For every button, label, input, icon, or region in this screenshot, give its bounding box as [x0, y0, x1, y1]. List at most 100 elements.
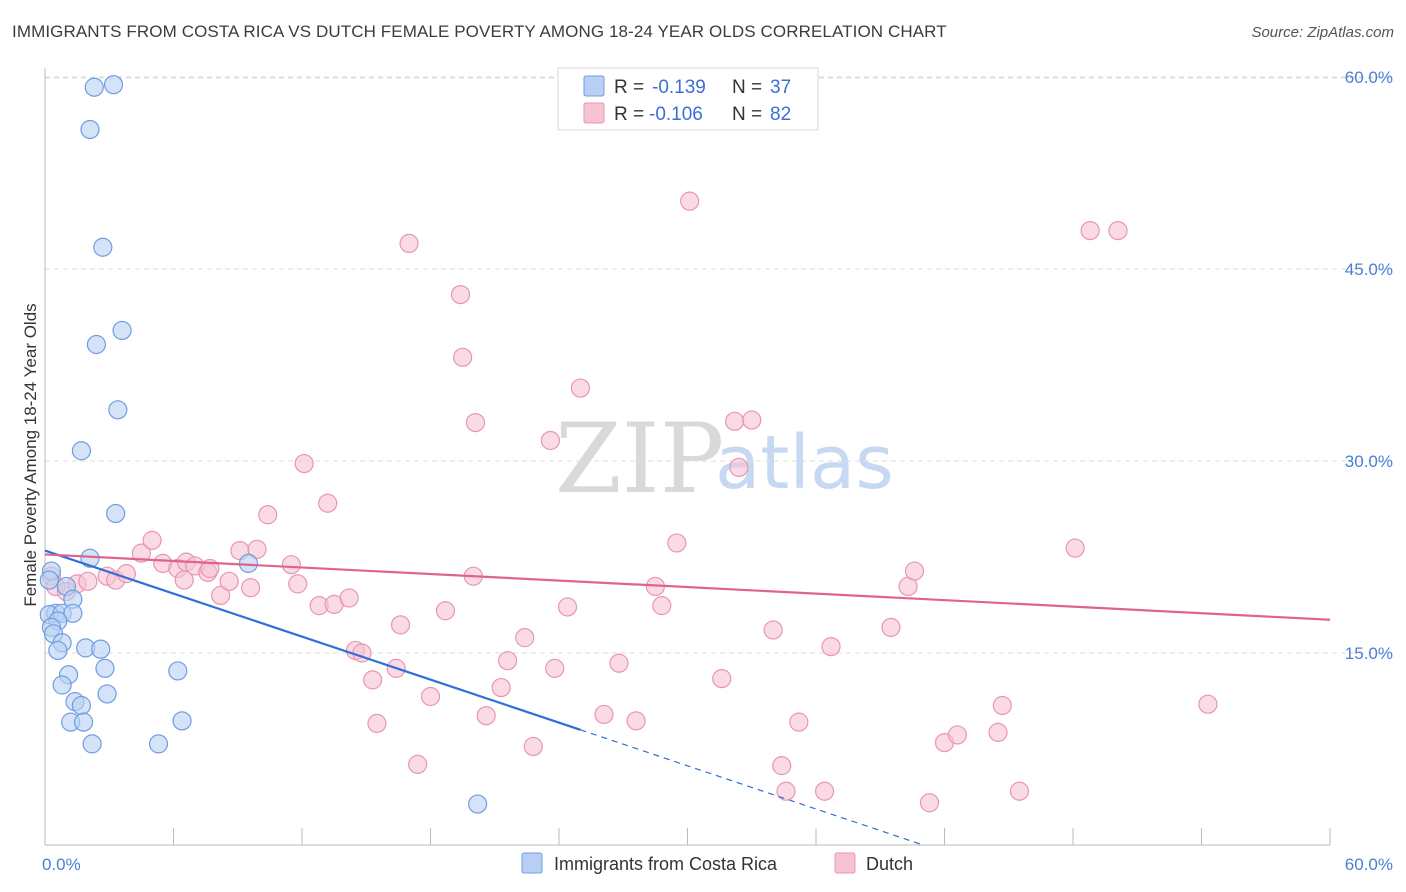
legend-r-label-costa-rica: R = [614, 77, 644, 98]
dutch-point-43 [523, 736, 543, 757]
dutch-point-52 [652, 596, 672, 616]
dutch-point-62 [789, 712, 809, 732]
dutch-point-50 [626, 711, 646, 731]
y-axis-label: Female Poverty Among 18-24 Year Olds [21, 303, 40, 606]
dutch-point-22 [288, 574, 308, 594]
legend-r-label-dutch: R = [614, 104, 644, 125]
dutch-point-25 [339, 588, 359, 608]
dutch-point-19 [241, 578, 261, 598]
legend-n-value-costa-rica: 37 [770, 77, 791, 98]
costa-rica-point-28 [168, 661, 188, 681]
legend-box: R = -0.139 N = 37 R = -0.106 N = 82 [557, 67, 819, 131]
dutch-point-9 [142, 530, 162, 550]
dutch-point-61 [776, 781, 796, 801]
costa-rica-trend-extension [580, 729, 924, 846]
costa-rica-point-18 [63, 603, 83, 623]
costa-rica-trend-line [44, 549, 581, 731]
dutch-point-37 [453, 347, 473, 367]
dutch-point-75 [1080, 221, 1100, 241]
dutch-point-71 [992, 695, 1012, 716]
costa-rica-point-30 [97, 684, 117, 704]
legend-n-label-dutch: N = [732, 104, 762, 125]
costa-rica-point-5 [86, 334, 107, 355]
costa-rica-point-8 [106, 503, 126, 524]
y-tick-label-45: 45.0% [1345, 260, 1393, 279]
dutch-point-28 [363, 670, 383, 690]
costa-rica-point-32 [71, 695, 92, 716]
dutch-point-49 [609, 653, 629, 673]
bottom-legend-swatch-costa-rica [521, 852, 543, 874]
dutch-point-38 [465, 413, 486, 433]
dutch-point-34 [420, 686, 441, 707]
dutch-point-47 [570, 378, 591, 398]
dutch-point-36 [450, 285, 471, 305]
dutch-point-17 [219, 571, 239, 591]
costa-rica-point-36 [82, 734, 102, 754]
costa-rica-points [39, 75, 488, 814]
dutch-point-46 [557, 597, 578, 617]
costa-rica-point-2 [80, 119, 100, 140]
x-ticks [173, 828, 1331, 845]
costa-rica-point-29 [52, 675, 72, 695]
dutch-point-41 [498, 651, 518, 671]
dutch-point-4 [78, 571, 98, 591]
costa-rica-point-27 [95, 658, 115, 678]
chart-title: IMMIGRANTS FROM COSTA RICA VS DUTCH FEMA… [12, 22, 947, 41]
dutch-point-77 [1198, 694, 1218, 714]
dutch-trend-line [44, 553, 1331, 621]
dutch-point-76 [1108, 221, 1128, 241]
bottom-legend-swatch-dutch [834, 852, 856, 874]
dutch-point-40 [491, 677, 511, 698]
dutch-point-55 [712, 668, 732, 689]
costa-rica-point-25 [48, 640, 68, 661]
x-tick-label-right: 60.0% [1345, 855, 1393, 874]
dutch-point-57 [742, 410, 762, 430]
dutch-point-45 [545, 658, 565, 678]
costa-rica-point-35 [172, 711, 192, 731]
bottom-legend-label-costa-rica: Immigrants from Costa Rica [554, 854, 778, 874]
dutch-point-16 [211, 585, 231, 606]
dutch-point-53 [667, 533, 687, 553]
watermark-zip: ZIP [555, 403, 724, 515]
dutch-point-39 [476, 706, 496, 726]
y-tick-label-30: 30.0% [1345, 452, 1393, 471]
legend-n-label-costa-rica: N = [732, 77, 762, 98]
dutch-point-31 [390, 615, 411, 635]
dutch-point-68 [919, 793, 940, 813]
dutch-point-59 [763, 620, 783, 640]
dutch-point-8 [131, 543, 151, 563]
costa-rica-point-3 [93, 237, 113, 257]
trend-lines [44, 549, 1331, 846]
bottom-legend-label-dutch: Dutch [866, 854, 913, 874]
y-tick-label-15: 15.0% [1345, 644, 1393, 663]
dutch-point-74 [1065, 538, 1085, 558]
dutch-point-79 [247, 539, 267, 559]
dutch-point-70 [947, 725, 967, 745]
bottom-legend: Immigrants from Costa Rica Dutch [521, 852, 913, 874]
costa-rica-point-7 [71, 441, 92, 461]
dutch-point-29 [367, 713, 387, 734]
dutch-point-58 [729, 457, 749, 477]
costa-rica-point-37 [148, 734, 169, 754]
legend-swatch-costa-rica [583, 75, 605, 97]
legend-swatch-dutch [583, 102, 605, 124]
dutch-point-64 [821, 636, 841, 657]
dutch-point-42 [515, 628, 535, 648]
costa-rica-point-38 [468, 794, 488, 814]
costa-rica-point-6 [108, 400, 128, 420]
dutch-point-48 [594, 704, 614, 725]
dutch-point-65 [881, 617, 901, 638]
costa-rica-point-34 [73, 712, 94, 732]
dutch-point-63 [814, 781, 835, 801]
costa-rica-point-12 [39, 570, 59, 590]
dutch-point-32 [399, 233, 419, 253]
costa-rica-point-1 [103, 75, 124, 95]
dutch-point-60 [772, 756, 792, 776]
dutch-point-44 [540, 430, 561, 451]
dutch-point-7 [116, 564, 136, 584]
dutch-point-35 [435, 601, 456, 621]
chart-source: Source: ZipAtlas.com [1251, 24, 1394, 41]
y-tick-label-60: 60.0% [1345, 68, 1393, 87]
dutch-point-54 [680, 191, 700, 211]
